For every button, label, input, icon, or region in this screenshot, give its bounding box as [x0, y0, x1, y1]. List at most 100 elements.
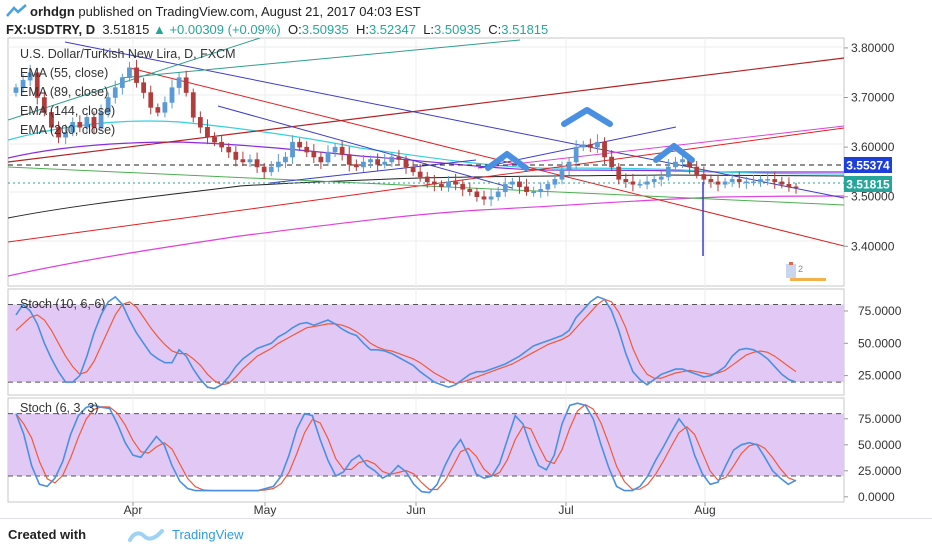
stoch1-k-line — [15, 295, 797, 390]
candle — [332, 146, 338, 153]
close-label: C: — [488, 22, 502, 37]
candle — [268, 166, 274, 173]
time-tick-label: May — [254, 503, 277, 517]
main-title: U.S. Dollar/Turkish New Lira, D, FXCM — [20, 47, 236, 61]
candle — [325, 151, 331, 163]
candle — [127, 67, 132, 78]
low-label: L: — [423, 22, 435, 37]
open-value: 3.50935 — [301, 22, 349, 37]
candle — [708, 179, 714, 183]
candle — [155, 107, 161, 113]
chart-canvas[interactable]: U.S. Dollar/Turkish New Lira, D, FXCM EM… — [0, 0, 932, 518]
high-value: 3.52347 — [368, 22, 416, 37]
candle — [623, 179, 629, 183]
symbol-label[interactable]: FX:USDTRY, D — [6, 22, 96, 37]
candle — [474, 191, 480, 197]
ema-label-3: EMA (144, close) — [20, 104, 115, 118]
candle — [297, 141, 303, 148]
candle — [20, 79, 26, 88]
candle — [559, 169, 565, 180]
candle — [205, 127, 210, 138]
candle — [311, 151, 317, 158]
channel-blue-mid — [269, 159, 477, 184]
candle — [545, 184, 551, 190]
stoch1-axis[interactable]: 75.0000 50.0000 25.0000 — [844, 304, 902, 383]
candle — [743, 181, 749, 184]
candle — [460, 184, 466, 190]
candle — [701, 174, 707, 180]
candle — [254, 159, 260, 168]
candle — [736, 179, 742, 183]
candle — [63, 131, 69, 138]
symbol-line: FX:USDTRY, D 3.51815 ▲ +0.00309 (+0.09%)… — [6, 22, 548, 37]
change-value: ▲ +0.00309 (+0.09%) — [153, 22, 281, 37]
author-name[interactable]: orhdgn — [30, 4, 75, 19]
ema-55-line — [8, 120, 844, 175]
trendline-red-up — [8, 127, 844, 243]
price-tick-label: 3.70000 — [851, 91, 895, 105]
main-legend: U.S. Dollar/Turkish New Lira, D, FXCM EM… — [20, 47, 236, 137]
candle — [105, 97, 111, 113]
candle — [119, 77, 125, 88]
price-grid — [8, 46, 844, 242]
svg-text:2: 2 — [798, 264, 803, 274]
stoch-tick-label: 25.0000 — [858, 464, 902, 478]
candle — [77, 122, 83, 128]
candle — [176, 77, 182, 88]
candle — [602, 141, 607, 158]
candle — [162, 102, 168, 113]
candle — [226, 146, 232, 153]
candle — [630, 181, 636, 185]
candle — [396, 156, 402, 160]
candle — [361, 161, 366, 168]
candle — [722, 181, 728, 185]
ema-label-2: EMA (89, close) — [20, 85, 108, 99]
candle — [247, 159, 253, 163]
candle — [190, 92, 196, 118]
price-tick-label: 3.50000 — [851, 190, 895, 204]
trendline-teal-1 — [8, 38, 261, 121]
stoch1-title: Stoch (10, 6, 6) — [20, 297, 105, 311]
price-axis[interactable]: 3.80000 3.70000 3.60000 3.50000 3.40000 — [844, 41, 895, 253]
candle — [758, 179, 763, 183]
high-label: H: — [355, 22, 369, 37]
candle — [673, 161, 678, 168]
candle — [694, 166, 700, 175]
candle — [375, 159, 381, 165]
level-price-tag: 3.55374 — [844, 157, 892, 173]
candle — [49, 112, 54, 128]
candle — [417, 171, 423, 178]
time-tick-label: Apr — [124, 503, 143, 517]
last-price-tag: 3.51815 — [844, 176, 892, 192]
tradingview-cloud-icon — [6, 4, 27, 17]
candle — [233, 151, 239, 160]
time-tick-label: Jun — [406, 503, 425, 517]
candle — [765, 179, 771, 181]
stoch2-axis[interactable]: 75.0000 50.0000 25.0000 0.0000 — [844, 412, 902, 504]
candle — [389, 156, 395, 163]
candle — [134, 67, 139, 83]
candle — [651, 179, 657, 183]
candle — [98, 112, 104, 128]
trendline-brown-up — [8, 57, 844, 163]
candle — [453, 181, 459, 185]
tradingview-brand-link[interactable]: TradingView — [172, 527, 244, 542]
candle — [27, 72, 33, 81]
published-text: published on TradingView.com, August 21,… — [74, 4, 421, 19]
svg-text:3.51815: 3.51815 — [846, 178, 890, 192]
stoch2-d-line — [15, 403, 797, 492]
stoch-tick-label: 0.0000 — [858, 490, 895, 504]
candle — [502, 184, 508, 193]
candle — [665, 166, 671, 178]
candle — [793, 186, 799, 189]
channel-blue-lower — [217, 105, 513, 189]
time-axis[interactable]: Apr May Jun Jul Aug — [124, 502, 716, 517]
price-tick-label: 3.40000 — [851, 239, 895, 253]
candle — [580, 144, 586, 148]
stoch-tick-label: 75.0000 — [858, 304, 902, 318]
candle — [141, 82, 147, 93]
footer-bar: Created with TradingView — [0, 518, 932, 551]
close-value: 3.51815 — [501, 22, 549, 37]
candle — [368, 159, 373, 163]
head-marker — [561, 107, 613, 127]
